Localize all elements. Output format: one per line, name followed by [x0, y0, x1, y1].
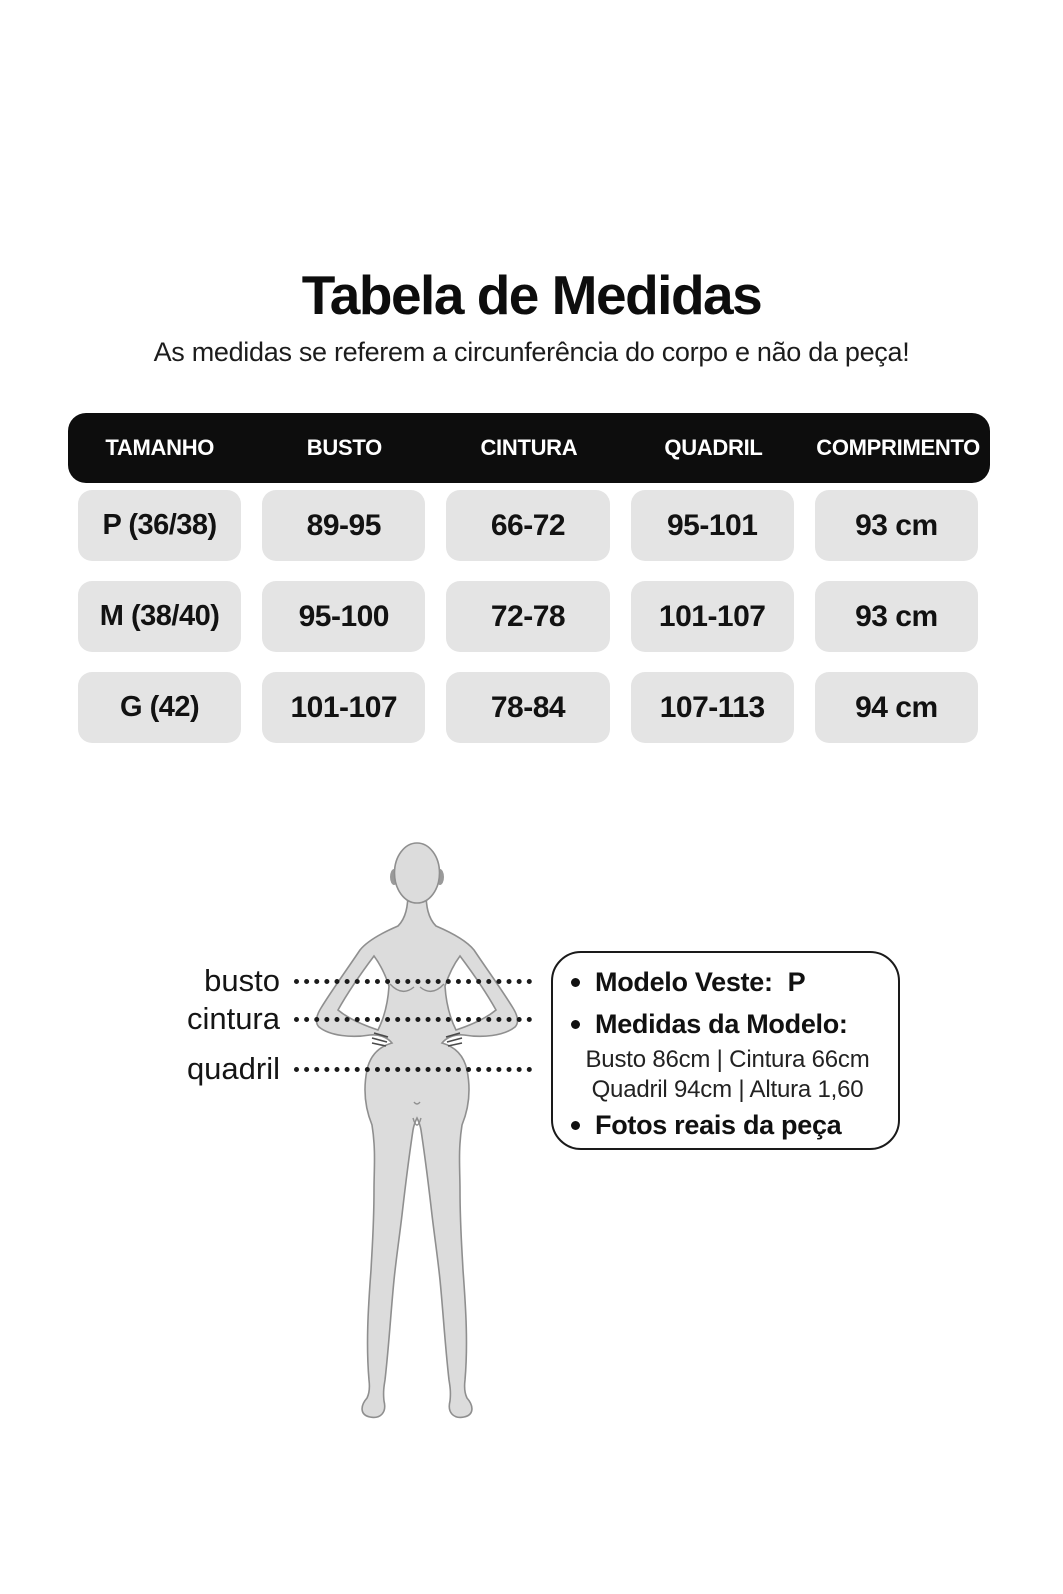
cell-busto-m: 95-100: [262, 581, 426, 652]
cell-size-m: M (38/40): [78, 581, 242, 652]
cell-comprimento-p: 93 cm: [814, 490, 978, 561]
photos-note: Fotos reais da peça: [595, 1110, 842, 1140]
model-info-box: Modelo Veste: P Medidas da Modelo: Busto…: [551, 951, 900, 1150]
cintura-dotted-line: [294, 1016, 532, 1022]
cell-size-p: P (36/38): [78, 490, 242, 561]
header-cintura: CINTURA: [480, 435, 578, 460]
model-measures-row: Medidas da Modelo:: [571, 1009, 884, 1040]
header-busto: BUSTO: [306, 435, 382, 460]
bullet-icon: [571, 978, 580, 987]
header-quadril: QUADRIL: [664, 435, 763, 460]
cell-busto-p: 89-95: [262, 490, 426, 561]
cell-comprimento-g: 94 cm: [814, 672, 978, 743]
cell-quadril-m: 101-107: [630, 581, 794, 652]
model-measures-line1: Busto 86cm | Cintura 66cm: [585, 1046, 870, 1073]
photos-note-row: Fotos reais da peça: [571, 1110, 884, 1141]
measure-row-cintura: cintura: [148, 998, 532, 1040]
measure-label-busto: busto: [204, 963, 280, 998]
cell-cintura-g: 78-84: [446, 672, 610, 743]
table-row-p: P (36/38) 89-95 66-72 95-101 93 cm: [78, 490, 978, 561]
figure-head: [393, 842, 441, 904]
page-title: Tabela de Medidas: [301, 264, 763, 326]
cell-comprimento-m: 93 cm: [814, 581, 978, 652]
figure-bust-lines: [389, 983, 445, 992]
female-silhouette-figure: [315, 842, 519, 1419]
cell-quadril-p: 95-101: [630, 490, 794, 561]
cell-cintura-p: 66-72: [446, 490, 610, 561]
page-subtitle: As medidas se referem a circunferência d…: [153, 337, 910, 367]
header-tamanho: TAMANHO: [105, 435, 215, 460]
measure-row-quadril: quadril: [148, 1048, 532, 1090]
size-table-body: P (36/38) 89-95 66-72 95-101 93 cm M (38…: [78, 490, 978, 763]
cell-size-g: G (42): [78, 672, 242, 743]
figure-navel-mark: [412, 1101, 422, 1126]
table-row-m: M (38/40) 95-100 72-78 101-107 93 cm: [78, 581, 978, 652]
bullet-icon: [571, 1121, 580, 1130]
measure-label-cintura: cintura: [186, 1001, 280, 1036]
figure-hand-lines: [371, 1032, 463, 1047]
cell-busto-g: 101-107: [262, 672, 426, 743]
header-comprimento: COMPRIMENTO: [816, 435, 980, 460]
model-wears-value: P: [787, 967, 806, 997]
size-table-header: TAMANHO BUSTO CINTURA QUADRIL COMPRIMENT…: [68, 413, 990, 483]
table-row-g: G (42) 101-107 78-84 107-113 94 cm: [78, 672, 978, 743]
model-wears-label: Modelo Veste:: [595, 967, 773, 997]
bullet-icon: [571, 1020, 580, 1029]
measure-label-quadril: quadril: [186, 1051, 280, 1086]
model-wears-row: Modelo Veste: P: [571, 967, 884, 998]
model-measures-label: Medidas da Modelo:: [595, 1009, 848, 1039]
quadril-dotted-line: [294, 1066, 532, 1072]
cell-quadril-g: 107-113: [630, 672, 794, 743]
measure-row-busto: busto: [148, 960, 532, 1002]
model-measures-line2: Quadril 94cm | Altura 1,60: [591, 1076, 864, 1103]
busto-dotted-line: [294, 978, 532, 984]
cell-cintura-m: 72-78: [446, 581, 610, 652]
